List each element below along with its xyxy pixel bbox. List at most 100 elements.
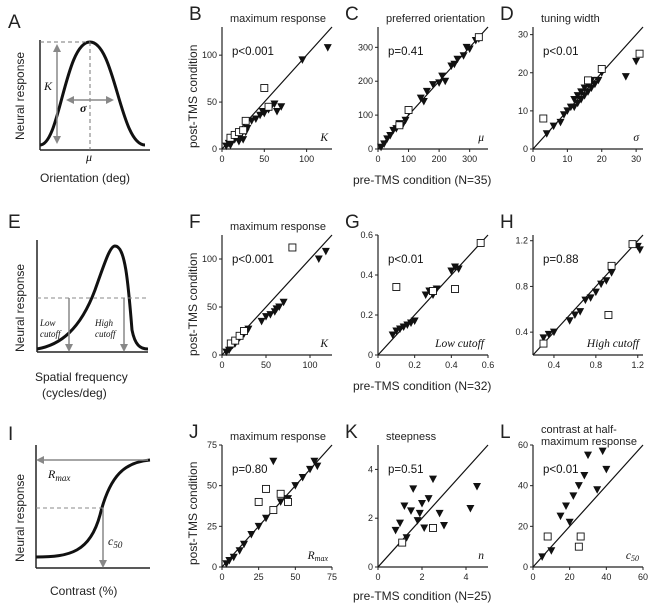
y-tick-label: 60 [518,440,528,450]
row1-xlabel: pre-TMS condition (N=35) [353,173,491,187]
y-tick-label: 0.2 [360,310,373,320]
data-point-triangle [556,512,565,521]
data-point-triangle [298,56,307,64]
data-point-triangle [459,52,468,60]
data-point-triangle [413,517,422,525]
data-point-triangle [563,107,572,115]
data-point-triangle [570,311,579,319]
x-tick-label: 100 [302,360,317,370]
data-point-triangle [573,99,582,108]
data-point-triangle [590,80,599,89]
corner-label: μ [477,132,484,144]
y-tick-label: 0 [212,350,217,360]
rmax-arrowhead [36,456,44,464]
data-point-triangle [291,482,300,490]
data-point-triangle [569,492,578,500]
y-tick-label: 0 [212,144,217,154]
data-point-square [597,64,606,73]
data-point-square [474,33,483,42]
panel-i-xlabel: Contrast (%) [50,584,117,598]
panel-title: contrast at half- [541,424,617,436]
data-point-triangle [314,255,323,263]
data-point-triangle [323,44,332,52]
corner-label: K [319,132,329,144]
y-tick-label: 100 [202,254,217,264]
panel-letter: J [189,422,199,443]
y-tick-label: 10 [518,106,528,116]
data-point-triangle [419,98,428,106]
data-point-triangle [298,474,307,482]
data-point-triangle [598,447,607,456]
c50-label: c50 [108,534,123,550]
p-value: p<0.01 [543,464,579,476]
data-point-square [239,126,248,135]
panel-title: maximum response [230,431,326,443]
low-cutoff-label-1: Low [39,318,56,328]
panel-a-schematic: A Neural response K σ μ Orientation (deg… [8,12,150,185]
data-point-triangle [586,294,595,302]
data-point-triangle [275,303,284,311]
panel-g: G 0 0.2 0.4 0.6 0 0.2 0.4 0.6 p<0.01 Low cutoff [345,212,494,370]
x-tick-label: 0 [375,572,380,582]
p-value: p<0.001 [232,46,274,58]
data-point-square [635,49,644,58]
data-point-triangle [549,122,558,131]
data-point-triangle [257,317,266,326]
data-point-triangle [279,298,288,307]
data-point-triangle [422,87,431,96]
data-point-triangle [441,77,450,86]
y-tick-label: 40 [518,481,528,491]
y-tick-label: 300 [358,42,373,52]
data-point-triangle [401,116,410,125]
data-point-triangle [539,334,548,342]
data-point-triangle [580,92,589,100]
x-tick-label: 60 [638,572,648,582]
data-point-triangle [576,308,585,316]
data-point-triangle [386,131,395,140]
data-point-square [240,327,248,335]
x-tick-label: 30 [631,154,641,164]
data-point-triangle [247,530,256,539]
data-point-triangle [262,514,270,523]
x-tick-label: 100 [299,154,314,164]
x-tick-label: 20 [597,154,607,164]
identity-line [532,444,644,568]
panel-letter: F [189,212,201,233]
data-point-triangle [597,280,606,289]
p-value: p=0.41 [388,46,424,58]
y-tick-label: 0.4 [360,270,373,280]
data-point-triangle [410,317,419,325]
data-point-triangle [466,504,475,513]
panel-letter: D [500,4,514,25]
data-point-triangle [277,103,286,111]
x-tick-label: 20 [565,572,575,582]
x-tick-label: 4 [463,572,468,582]
data-point-triangle [450,60,459,69]
panel-letter-a: A [8,12,21,33]
p-value: p=0.51 [388,464,424,476]
y-tick-label: 50 [207,97,217,107]
panel-a-ylabel: Neural response [13,52,27,140]
data-point-triangle [602,277,611,285]
data-point-square [429,287,437,295]
y-tick-label: 30 [518,30,528,40]
data-point-triangle [402,534,411,542]
panel-letter: C [345,4,359,25]
rmax-label: Rmax [47,467,70,483]
panel-letter-i: I [8,424,13,445]
data-point-triangle [438,72,447,81]
x-tick-label: 0 [530,572,535,582]
data-point-triangle [306,465,314,474]
y-tick-label: 200 [358,76,373,86]
data-point-triangle [547,547,556,555]
row2-ylabel: post-TMS condition [186,253,200,356]
data-point-triangle [559,111,568,119]
data-point-triangle [565,518,574,527]
data-point-triangle [429,475,437,484]
data-point-square [395,121,404,130]
data-point-triangle [409,485,418,493]
k-label: K [43,79,53,93]
data-point-triangle [574,482,583,490]
panel-title: tuning width [541,13,600,25]
